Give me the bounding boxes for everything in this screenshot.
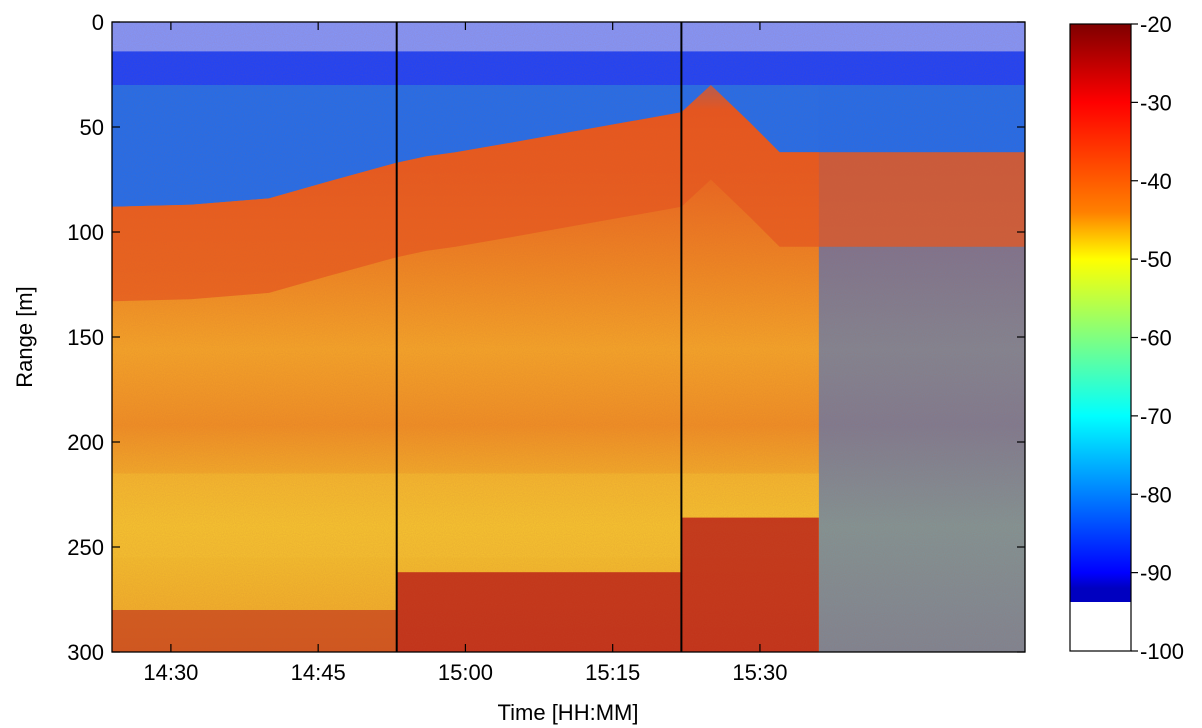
colorbar-ticks: -20 -30 -40 -50 -60 -70 -80 -90 -100 — [1131, 12, 1184, 664]
segment-dividers — [395, 22, 683, 652]
y-tick-label: 50 — [80, 115, 104, 140]
x-tick-label: 15:00 — [438, 660, 493, 685]
echogram-image — [112, 22, 1025, 652]
x-axis-ticks: 14:30 14:45 15:00 15:15 15:30 — [143, 22, 787, 685]
colorbar-tick-label: -40 — [1140, 169, 1172, 194]
y-axis-ticks: 0 50 100 150 200 250 300 — [67, 10, 1025, 665]
y-tick-label: 200 — [67, 430, 104, 455]
colorbar-tick-label: -70 — [1140, 404, 1172, 429]
y-tick-label: 300 — [67, 640, 104, 665]
y-tick-label: 150 — [67, 325, 104, 350]
colorbar-tick-label: -100 — [1140, 639, 1184, 664]
colorbar-tick-label: -90 — [1140, 561, 1172, 586]
x-tick-label: 14:45 — [291, 660, 346, 685]
x-tick-label: 15:15 — [585, 660, 640, 685]
colorbar-tick-label: -20 — [1140, 12, 1172, 37]
x-axis-label: Time [HH:MM] — [498, 700, 639, 725]
colorbar-tick-label: -30 — [1140, 90, 1172, 115]
y-tick-label: 0 — [92, 10, 104, 35]
colorbar-scale — [1070, 24, 1131, 651]
speckle-noise — [112, 22, 1025, 652]
colorbar-tick-label: -60 — [1140, 326, 1172, 351]
y-axis-label: Range [m] — [12, 286, 37, 388]
colorbar: -20 -30 -40 -50 -60 -70 -80 -90 -100 — [1069, 12, 1184, 664]
x-tick-label: 14:30 — [143, 660, 198, 685]
colorbar-below-min — [1070, 602, 1131, 651]
colorbar-tick-label: -50 — [1140, 247, 1172, 272]
y-tick-label: 100 — [67, 220, 104, 245]
x-tick-label: 15:30 — [732, 660, 787, 685]
colorbar-tick-label: -80 — [1140, 482, 1172, 507]
y-tick-label: 250 — [67, 535, 104, 560]
